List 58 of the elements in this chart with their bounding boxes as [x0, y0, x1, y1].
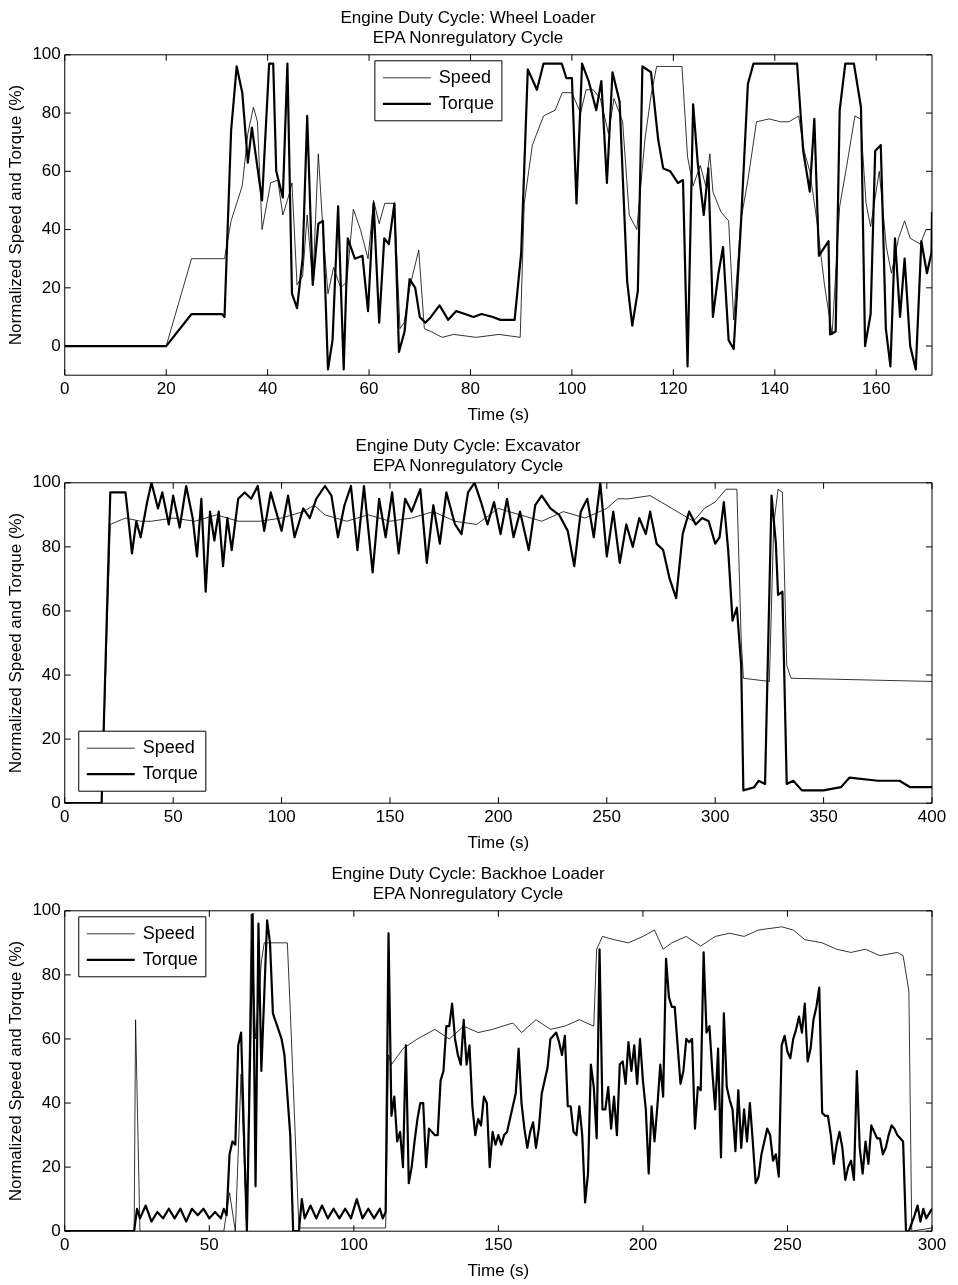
- x-axis-title: Time (s): [467, 1261, 530, 1281]
- y-tick-label: 80: [41, 102, 61, 122]
- y-tick-label: 100: [32, 44, 61, 64]
- x-tick-label: 300: [701, 807, 730, 827]
- y-tick-label: 100: [32, 900, 61, 920]
- chart-title: Engine Duty Cycle: Backhoe Loader: [331, 863, 605, 883]
- legend-label: Torque: [142, 763, 198, 784]
- y-tick-label: 80: [41, 536, 61, 556]
- x-tick-label: 200: [484, 807, 513, 827]
- x-tick-label: 50: [163, 807, 183, 827]
- y-axis-title: Normalized Speed and Torque (%): [5, 512, 25, 774]
- legend-label: Torque: [142, 948, 198, 969]
- x-tick-label: 150: [484, 1235, 513, 1255]
- legend-label: Speed: [438, 66, 491, 87]
- y-tick-label: 0: [51, 1220, 61, 1240]
- y-tick-label: 20: [41, 728, 61, 748]
- x-axis-title: Time (s): [467, 833, 530, 853]
- legend-label: Speed: [142, 737, 195, 758]
- x-tick-label: 40: [258, 379, 278, 399]
- x-tick-label: 250: [592, 807, 621, 827]
- y-tick-label: 100: [32, 472, 61, 492]
- x-tick-label: 400: [917, 807, 947, 827]
- chart-subtitle: EPA Nonregulatory Cycle: [372, 884, 564, 904]
- x-tick-label: 300: [917, 1235, 947, 1255]
- x-tick-label: 350: [809, 807, 838, 827]
- y-tick-label: 20: [41, 1156, 61, 1176]
- y-tick-label: 0: [51, 335, 61, 355]
- x-tick-label: 20: [156, 379, 176, 399]
- legend-label: Torque: [438, 92, 494, 113]
- x-tick-label: 50: [199, 1235, 219, 1255]
- chart-title: Engine Duty Cycle: Excavator: [355, 435, 581, 455]
- chart-title: Engine Duty Cycle: Wheel Loader: [340, 7, 596, 27]
- y-tick-label: 60: [41, 161, 61, 180]
- chart-subtitle: EPA Nonregulatory Cycle: [372, 456, 564, 476]
- x-tick-label: 250: [773, 1235, 802, 1255]
- chart-subtitle: EPA Nonregulatory Cycle: [372, 28, 564, 48]
- x-tick-label: 100: [557, 379, 587, 399]
- y-tick-label: 40: [41, 219, 61, 239]
- y-axis-title: Normalized Speed and Torque (%): [5, 940, 25, 1202]
- y-tick-label: 40: [41, 664, 61, 684]
- x-tick-label: 120: [659, 379, 688, 399]
- x-tick-label: 100: [339, 1235, 369, 1255]
- y-tick-label: 80: [41, 964, 61, 984]
- y-tick-label: 20: [41, 277, 61, 297]
- x-tick-label: 60: [359, 379, 379, 399]
- y-tick-label: 60: [41, 1028, 61, 1048]
- x-axis-title: Time (s): [467, 405, 530, 425]
- x-tick-label: 150: [375, 807, 405, 827]
- legend-label: Speed: [142, 922, 195, 943]
- y-tick-label: 40: [41, 1092, 61, 1112]
- x-tick-label: 160: [862, 379, 891, 399]
- x-tick-label: 140: [760, 379, 789, 399]
- x-tick-label: 80: [461, 379, 480, 399]
- y-tick-label: 0: [51, 792, 61, 812]
- y-tick-label: 60: [41, 600, 61, 620]
- y-axis-title: Normalized Speed and Torque (%): [5, 84, 25, 346]
- x-tick-label: 200: [628, 1235, 658, 1255]
- x-tick-label: 100: [267, 807, 296, 827]
